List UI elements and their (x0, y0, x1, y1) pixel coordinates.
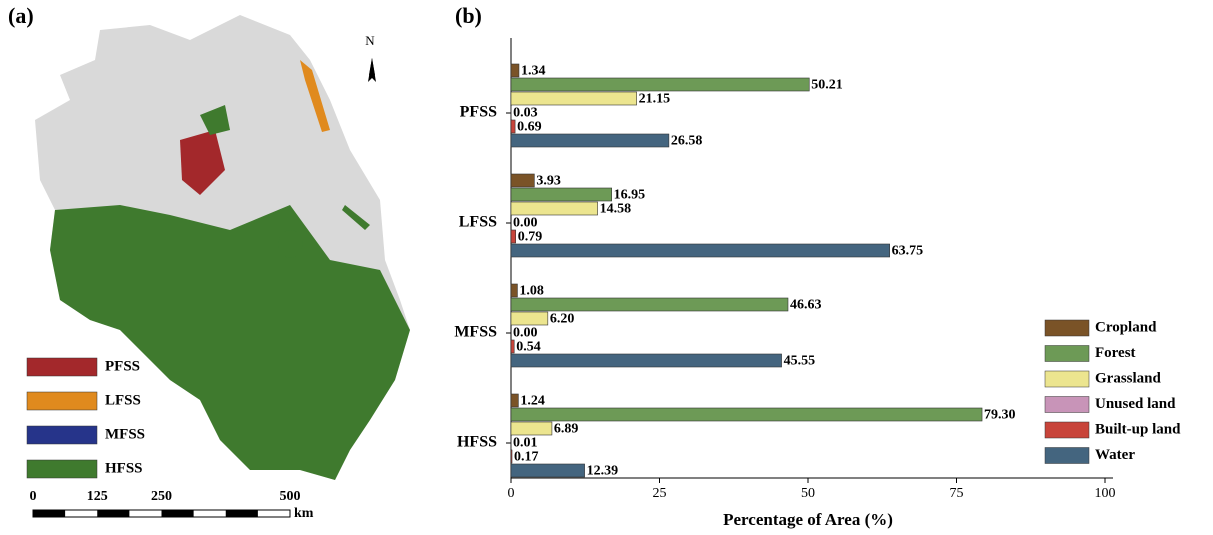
x-tick-label: 0 (508, 486, 515, 501)
bar (511, 298, 788, 311)
bar (511, 134, 669, 147)
legend-label: Forest (1095, 345, 1136, 361)
legend-label: PFSS (105, 358, 140, 374)
map-hfss-patch (279, 230, 303, 258)
bar (511, 394, 518, 407)
legend-swatch (1045, 346, 1089, 362)
y-tick-label: HFSS (457, 434, 497, 451)
legend-label: Water (1095, 447, 1135, 463)
legend-swatch (1045, 320, 1089, 336)
scale-segment (226, 510, 258, 517)
bar (511, 244, 890, 257)
legend-label: LFSS (105, 392, 141, 408)
x-tick-label: 50 (801, 486, 815, 501)
legend-label: Cropland (1095, 319, 1157, 335)
bar (511, 408, 982, 421)
legend-swatch (1045, 422, 1089, 438)
legend-swatch (1045, 371, 1089, 387)
value-label: 1.24 (520, 394, 545, 409)
value-label: 63.75 (892, 244, 924, 259)
bar (511, 64, 519, 77)
scale-label: 0 (30, 489, 37, 504)
scale-unit: km (294, 506, 314, 521)
value-label: 46.63 (790, 298, 822, 313)
x-tick-label: 25 (653, 486, 667, 501)
bar (511, 230, 516, 243)
legend-swatch (1045, 448, 1089, 464)
value-label: 79.30 (984, 408, 1016, 423)
panel-label: (b) (455, 3, 482, 28)
figure: (a) N PFSSLFSSMFSSHFSS 0125250500km (b) … (0, 0, 1213, 535)
y-tick-label: PFSS (460, 104, 497, 121)
value-label: 0.17 (514, 450, 539, 465)
panel-label: (a) (8, 3, 34, 28)
north-label: N (365, 33, 375, 48)
value-label: 1.08 (519, 284, 544, 299)
bar (511, 78, 809, 91)
legend-label: Grassland (1095, 370, 1162, 386)
bar (511, 450, 512, 463)
value-label: 0.03 (513, 106, 538, 121)
scale-segment (162, 510, 194, 517)
value-label: 45.55 (784, 354, 816, 369)
legend-label: HFSS (105, 460, 143, 476)
legend-swatch (27, 392, 97, 410)
value-label: 0.01 (513, 436, 538, 451)
value-label: 21.15 (639, 92, 671, 107)
bar (511, 354, 782, 367)
value-label: 50.21 (811, 78, 843, 93)
value-label: 1.34 (521, 64, 546, 79)
bar (511, 174, 534, 187)
x-axis-label: Percentage of Area (%) (723, 510, 893, 529)
scale-segment (33, 510, 65, 517)
value-label: 0.00 (513, 326, 538, 341)
bar (511, 202, 598, 215)
legend-swatch (27, 426, 97, 444)
bar (511, 464, 585, 477)
legend-label: Built-up land (1095, 421, 1181, 437)
value-label: 14.58 (600, 202, 632, 217)
value-label: 6.89 (554, 422, 579, 437)
scale-label: 125 (87, 489, 108, 504)
bar (511, 120, 515, 133)
scale-bar: 0 125 250 500 km (30, 489, 314, 521)
legend-swatch (27, 358, 97, 376)
bar-chart-panel: (b) 0 25 50 75 100 Percentage of Area (%) PFSS… (454, 3, 1181, 529)
bar (511, 340, 514, 353)
value-label: 6.20 (550, 312, 575, 327)
value-label: 0.79 (518, 230, 543, 245)
value-label: 0.00 (513, 216, 538, 231)
y-tick-label: MFSS (454, 324, 497, 341)
value-label: 16.95 (614, 188, 646, 203)
x-tick-label: 75 (950, 486, 964, 501)
x-tick-label: 100 (1095, 486, 1116, 501)
legend-swatch (27, 460, 97, 478)
bar (511, 188, 612, 201)
value-label: 0.69 (517, 120, 542, 135)
bar (511, 92, 637, 105)
bar (511, 284, 517, 297)
value-label: 26.58 (671, 134, 703, 149)
legend-label: MFSS (105, 426, 145, 442)
bar (511, 312, 548, 325)
map-panel: (a) N PFSS LFSS MFSS HFSS 0 125 250 500 km (8, 3, 410, 521)
value-label: 12.39 (587, 464, 619, 479)
y-tick-label: LFSS (459, 214, 497, 231)
value-label: 0.54 (516, 340, 541, 355)
bar (511, 422, 552, 435)
scale-label: 250 (151, 489, 172, 504)
value-label: 3.93 (536, 174, 561, 189)
map-legend: PFSS LFSS MFSS HFSS (27, 358, 145, 478)
scale-label: 500 (280, 489, 301, 504)
legend-label: Unused land (1095, 396, 1176, 412)
legend-swatch (1045, 397, 1089, 413)
scale-segment (97, 510, 129, 517)
